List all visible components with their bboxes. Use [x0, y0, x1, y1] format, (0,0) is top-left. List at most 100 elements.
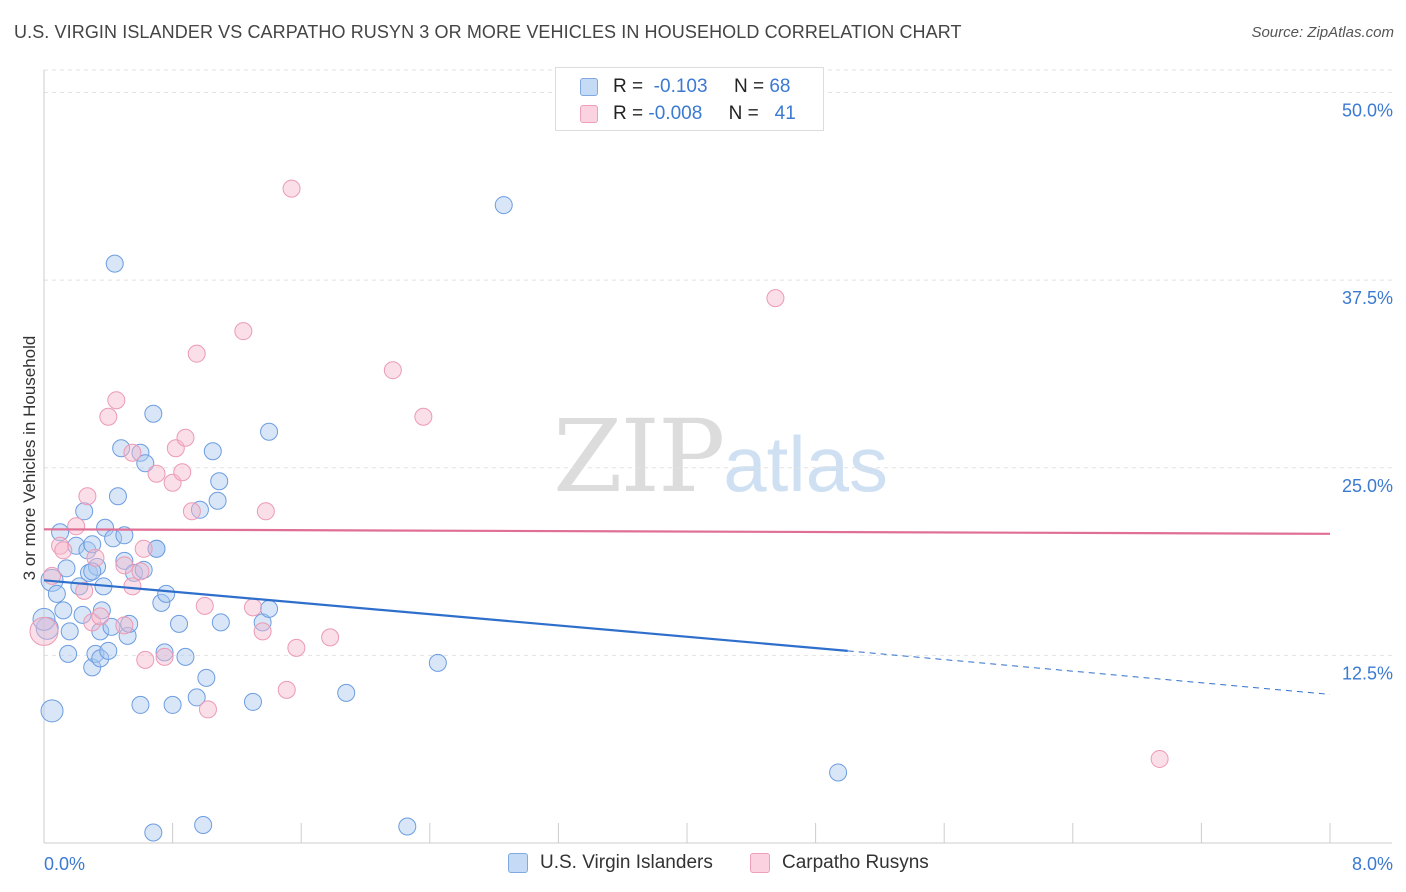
x-tick-label: 8.0%: [1352, 854, 1393, 874]
legend-r-value: -0.103: [653, 76, 708, 97]
data-point-virgin-islanders: [203, 442, 222, 461]
data-point-virgin-islanders: [398, 817, 417, 836]
data-point-virgin-islanders: [155, 643, 174, 662]
data-point-virgin-islanders: [243, 692, 262, 711]
data-point-carpatho-rusyns: [277, 680, 296, 699]
legend-r-label: R =: [613, 103, 644, 124]
data-point-virgin-islanders: [197, 668, 216, 687]
data-point-virgin-islanders: [54, 601, 73, 620]
data-point-carpatho-rusyns: [134, 539, 153, 558]
data-point-virgin-islanders: [163, 695, 182, 714]
data-point-virgin-islanders: [73, 605, 92, 624]
chart-title: U.S. VIRGIN ISLANDER VS CARPATHO RUSYN 3…: [14, 22, 962, 42]
data-point-carpatho-rusyns: [243, 598, 262, 617]
watermark-zip: ZIP: [553, 398, 725, 515]
data-point-virgin-islanders: [99, 641, 118, 660]
data-point-virgin-islanders: [144, 823, 163, 842]
y-axis-label: 3 or more Vehicles in Household: [20, 335, 39, 581]
legend-r-label: R =: [613, 76, 644, 97]
data-point-virgin-islanders: [60, 622, 79, 641]
data-point-carpatho-rusyns: [195, 596, 214, 615]
data-point-carpatho-rusyns: [234, 322, 253, 341]
data-point-virgin-islanders: [125, 563, 144, 582]
data-point-carpatho-rusyns: [414, 407, 433, 426]
data-point-carpatho-rusyns: [115, 556, 134, 575]
bottom-legend-swatch-pink: [750, 853, 770, 873]
bottom-legend-virgin-islanders: U.S. Virgin Islanders: [508, 852, 713, 874]
data-point-virgin-islanders: [136, 454, 155, 473]
axes: [43, 70, 1392, 844]
legend-r-value: -0.008: [648, 103, 703, 124]
legend-row-carpatho-rusyns: R = -0.008 N = 41: [580, 102, 796, 126]
data-point-virgin-islanders: [115, 551, 134, 570]
series-carpatho-rusyns-points: [29, 179, 1169, 768]
source-label: Source: ZipAtlas.com: [1251, 24, 1394, 41]
data-point-virgin-islanders: [428, 653, 447, 672]
data-point-carpatho-rusyns: [99, 407, 118, 426]
data-point-virgin-islanders: [102, 617, 121, 636]
trend-line-virgin-islanders-extension: [847, 650, 1331, 695]
data-point-carpatho-rusyns: [147, 464, 166, 483]
bottom-legend-label: Carpatho Rusyns: [782, 852, 929, 873]
data-point-virgin-islanders: [108, 487, 127, 506]
data-point-virgin-islanders: [208, 491, 227, 510]
data-point-carpatho-rusyns: [182, 502, 201, 521]
data-point-carpatho-rusyns: [29, 616, 59, 646]
data-point-virgin-islanders: [260, 599, 279, 618]
data-point-carpatho-rusyns: [383, 361, 402, 380]
data-point-carpatho-rusyns: [282, 179, 301, 198]
data-point-carpatho-rusyns: [173, 463, 192, 482]
data-point-virgin-islanders: [211, 613, 230, 632]
data-point-carpatho-rusyns: [86, 548, 105, 567]
data-point-carpatho-rusyns: [1150, 749, 1169, 768]
data-point-virgin-islanders: [134, 560, 153, 579]
data-point-virgin-islanders: [47, 584, 66, 603]
data-point-carpatho-rusyns: [287, 638, 306, 657]
data-point-carpatho-rusyns: [253, 622, 272, 641]
data-point-carpatho-rusyns: [176, 428, 195, 447]
trend-lines: [43, 528, 1331, 695]
trend-line-virgin-islanders: [43, 579, 848, 652]
data-point-virgin-islanders: [144, 404, 163, 423]
data-point-virgin-islanders: [40, 699, 64, 723]
data-point-carpatho-rusyns: [123, 577, 142, 596]
data-point-virgin-islanders: [75, 502, 94, 521]
y-tick-label: 12.5%: [1342, 663, 1393, 683]
legend-row-virgin-islanders: R = -0.103 N = 68: [580, 75, 790, 99]
y-tick-label: 37.5%: [1342, 288, 1393, 308]
watermark: ZIPatlas: [553, 398, 888, 515]
data-point-carpatho-rusyns: [91, 607, 110, 626]
data-point-virgin-islanders: [59, 644, 78, 663]
data-point-carpatho-rusyns: [155, 647, 174, 666]
legend-swatch-pink: [580, 105, 598, 123]
data-point-virgin-islanders: [187, 688, 206, 707]
y-tick-label: 50.0%: [1342, 101, 1393, 121]
legend-n-value: 41: [774, 103, 796, 124]
data-point-virgin-islanders: [131, 695, 150, 714]
data-point-carpatho-rusyns: [198, 700, 217, 719]
data-point-carpatho-rusyns: [75, 581, 94, 600]
data-point-virgin-islanders: [337, 683, 356, 702]
data-point-carpatho-rusyns: [78, 487, 97, 506]
legend-n-value: 68: [769, 76, 791, 97]
data-point-virgin-islanders: [83, 535, 102, 554]
data-point-virgin-islanders: [92, 601, 111, 620]
legend-swatch-blue: [580, 78, 598, 96]
data-point-virgin-islanders: [83, 562, 102, 581]
bottom-legend-swatch-blue: [508, 853, 528, 873]
data-point-carpatho-rusyns: [123, 443, 142, 462]
data-point-carpatho-rusyns: [131, 562, 150, 581]
data-point-virgin-islanders: [260, 422, 279, 441]
data-point-virgin-islanders: [147, 539, 166, 558]
data-point-virgin-islanders: [112, 439, 131, 458]
correlation-legend: R = -0.103 N = 68 R = -0.008 N = 41: [555, 67, 824, 131]
data-point-virgin-islanders: [494, 196, 513, 215]
data-point-virgin-islanders: [32, 607, 56, 631]
y-tick-label: 25.0%: [1342, 476, 1393, 496]
grid-lines: [44, 69, 1392, 656]
data-point-virgin-islanders: [194, 815, 213, 834]
data-point-carpatho-rusyns: [107, 391, 126, 410]
data-point-carpatho-rusyns: [256, 502, 275, 521]
bottom-legend-carpatho-rusyns: Carpatho Rusyns: [750, 852, 929, 874]
